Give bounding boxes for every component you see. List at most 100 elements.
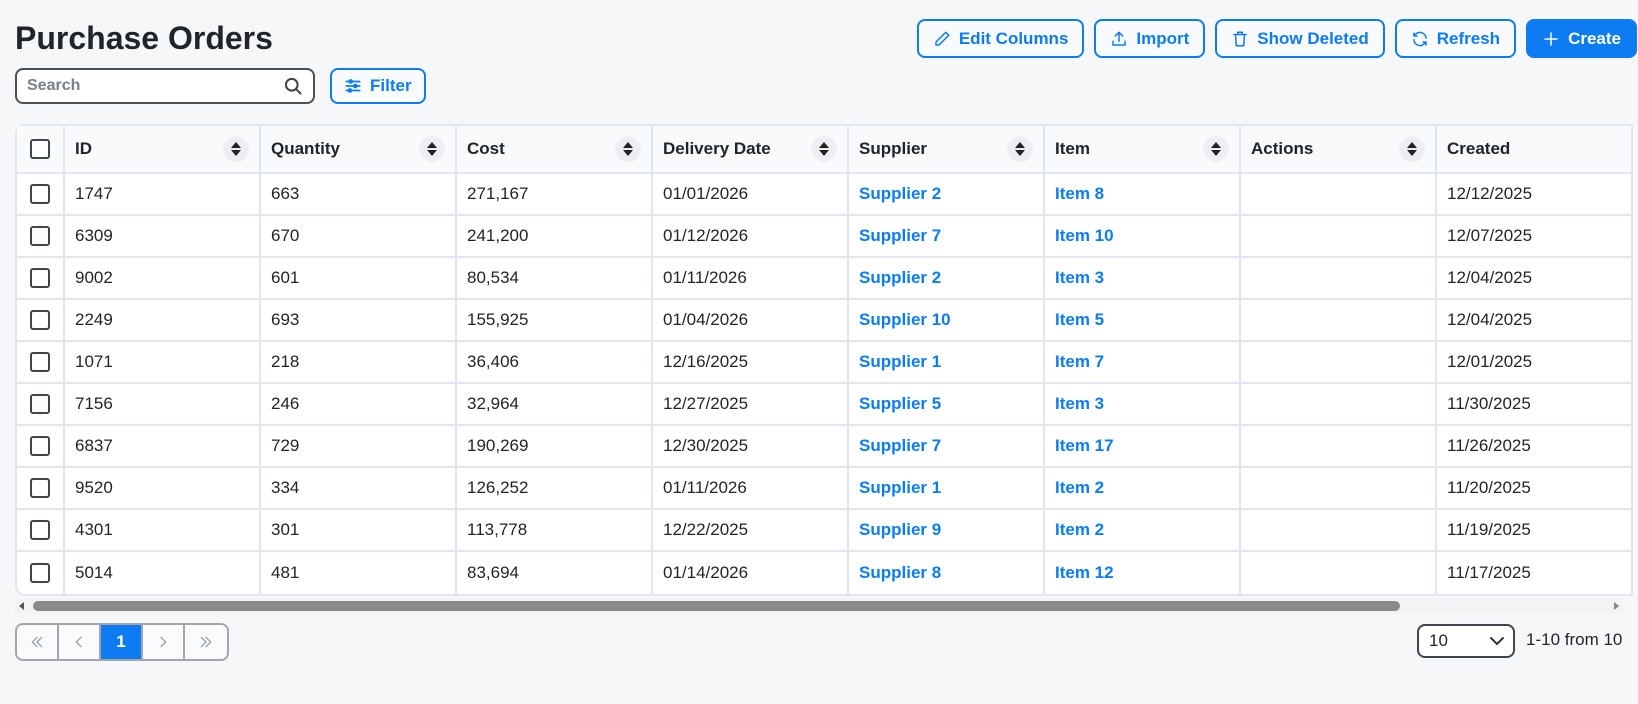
refresh-button[interactable]: Refresh	[1394, 19, 1517, 58]
cell-delivery-date: 01/11/2026	[653, 468, 849, 510]
row-checkbox[interactable]	[30, 478, 50, 499]
item-link[interactable]: Item 2	[1055, 520, 1105, 539]
column-header-supplier[interactable]: Supplier	[849, 126, 1045, 174]
cell-supplier: Supplier 2	[849, 258, 1045, 300]
sort-icon[interactable]	[419, 136, 445, 162]
next-page-button[interactable]	[143, 625, 185, 659]
column-header-id[interactable]: ID	[65, 126, 261, 174]
filter-button[interactable]: Filter	[330, 68, 426, 104]
item-link[interactable]: Item 2	[1055, 478, 1105, 497]
item-link[interactable]: Item 7	[1055, 352, 1105, 371]
chevron-right-icon	[160, 636, 167, 648]
cell-supplier: Supplier 2	[849, 174, 1045, 216]
column-header-actions[interactable]: Actions	[1241, 126, 1437, 174]
cell-supplier: Supplier 10	[849, 300, 1045, 342]
cell-supplier: Supplier 8	[849, 552, 1045, 594]
column-header-quantity[interactable]: Quantity	[261, 126, 457, 174]
table-row: 6309 670 241,200 01/12/2026 Supplier 7 Item 1…	[17, 216, 1633, 258]
select-all-checkbox[interactable]	[30, 139, 50, 160]
cell-actions	[1241, 552, 1437, 594]
row-select-cell	[17, 510, 65, 552]
table-row: 4301 301 113,778 12/22/2025 Supplier 9 Item 2…	[17, 510, 1633, 552]
row-select-cell	[17, 552, 65, 594]
scroll-right-arrow-icon[interactable]	[1614, 602, 1619, 610]
column-header-delivery-date[interactable]: Delivery Date	[653, 126, 849, 174]
chevron-left-icon	[75, 636, 82, 648]
sort-icon[interactable]	[223, 136, 249, 162]
supplier-link[interactable]: Supplier 1	[859, 352, 942, 371]
cell-delivery-date: 01/12/2026	[653, 216, 849, 258]
import-button[interactable]: Import	[1094, 19, 1206, 58]
item-link[interactable]: Item 3	[1055, 268, 1105, 287]
row-checkbox[interactable]	[30, 352, 50, 373]
search-icon[interactable]	[283, 76, 303, 96]
create-button[interactable]: Create	[1526, 19, 1637, 58]
item-link[interactable]: Item 17	[1055, 436, 1114, 455]
supplier-link[interactable]: Supplier 7	[859, 436, 942, 455]
import-label: Import	[1136, 28, 1190, 48]
item-link[interactable]: Item 5	[1055, 310, 1105, 329]
row-checkbox[interactable]	[30, 184, 50, 205]
sort-icon[interactable]	[615, 136, 641, 162]
cell-quantity: 601	[261, 258, 457, 300]
cell-id: 2249	[65, 300, 261, 342]
cell-actions	[1241, 426, 1437, 468]
item-link[interactable]: Item 8	[1055, 184, 1105, 203]
cell-id: 1747	[65, 174, 261, 216]
supplier-link[interactable]: Supplier 10	[859, 310, 951, 329]
refresh-icon	[1413, 31, 1427, 46]
column-header-item[interactable]: Item	[1045, 126, 1241, 174]
pagination: 1	[15, 623, 229, 661]
edit-columns-label: Edit Columns	[958, 28, 1069, 48]
scrollbar-thumb[interactable]	[33, 601, 1400, 611]
row-checkbox[interactable]	[30, 268, 50, 289]
cell-quantity: 301	[261, 510, 457, 552]
row-checkbox[interactable]	[30, 394, 50, 415]
supplier-link[interactable]: Supplier 1	[859, 478, 942, 497]
page-size-select[interactable]: 10	[1417, 624, 1515, 658]
sort-icon[interactable]	[1203, 136, 1229, 162]
row-checkbox[interactable]	[30, 436, 50, 457]
table-row: 9520 334 126,252 01/11/2026 Supplier 1 Item 2…	[17, 468, 1633, 510]
cell-id: 6309	[65, 216, 261, 258]
cell-quantity: 481	[261, 552, 457, 594]
row-select-cell	[17, 426, 65, 468]
edit-columns-button[interactable]: Edit Columns	[916, 19, 1085, 58]
supplier-link[interactable]: Supplier 7	[859, 226, 942, 245]
column-header-cost[interactable]: Cost	[457, 126, 653, 174]
cell-created: 11/20/2025	[1437, 468, 1633, 510]
first-page-button[interactable]	[17, 625, 59, 659]
sort-icon[interactable]	[1007, 136, 1033, 162]
scroll-left-arrow-icon[interactable]	[19, 602, 24, 610]
table-container: ID Quantity Cost Delivery Date Supplier …	[15, 124, 1638, 614]
horizontal-scrollbar[interactable]	[15, 598, 1623, 614]
cell-actions	[1241, 468, 1437, 510]
row-checkbox[interactable]	[30, 563, 50, 584]
row-checkbox[interactable]	[30, 520, 50, 541]
cell-cost: 190,269	[457, 426, 653, 468]
column-header-created[interactable]: Created	[1437, 126, 1633, 174]
select-all-cell	[17, 126, 65, 174]
item-link[interactable]: Item 10	[1055, 226, 1114, 245]
supplier-link[interactable]: Supplier 8	[859, 563, 942, 582]
cell-item: Item 8	[1045, 174, 1241, 216]
item-link[interactable]: Item 12	[1055, 563, 1114, 582]
prev-page-button[interactable]	[59, 625, 101, 659]
cell-cost: 83,694	[457, 552, 653, 594]
cell-cost: 113,778	[457, 510, 653, 552]
purchase-orders-table: ID Quantity Cost Delivery Date Supplier …	[15, 124, 1633, 596]
supplier-link[interactable]: Supplier 2	[859, 268, 942, 287]
row-checkbox[interactable]	[30, 226, 50, 247]
item-link[interactable]: Item 3	[1055, 394, 1105, 413]
page-button-current[interactable]: 1	[101, 625, 143, 659]
search-input[interactable]	[17, 70, 283, 102]
sort-icon[interactable]	[1399, 136, 1425, 162]
last-page-button[interactable]	[185, 625, 227, 659]
show-deleted-button[interactable]: Show Deleted	[1215, 19, 1385, 58]
row-checkbox[interactable]	[30, 310, 50, 331]
cell-id: 9520	[65, 468, 261, 510]
supplier-link[interactable]: Supplier 2	[859, 184, 942, 203]
supplier-link[interactable]: Supplier 9	[859, 520, 942, 539]
sort-icon[interactable]	[811, 136, 837, 162]
supplier-link[interactable]: Supplier 5	[859, 394, 942, 413]
